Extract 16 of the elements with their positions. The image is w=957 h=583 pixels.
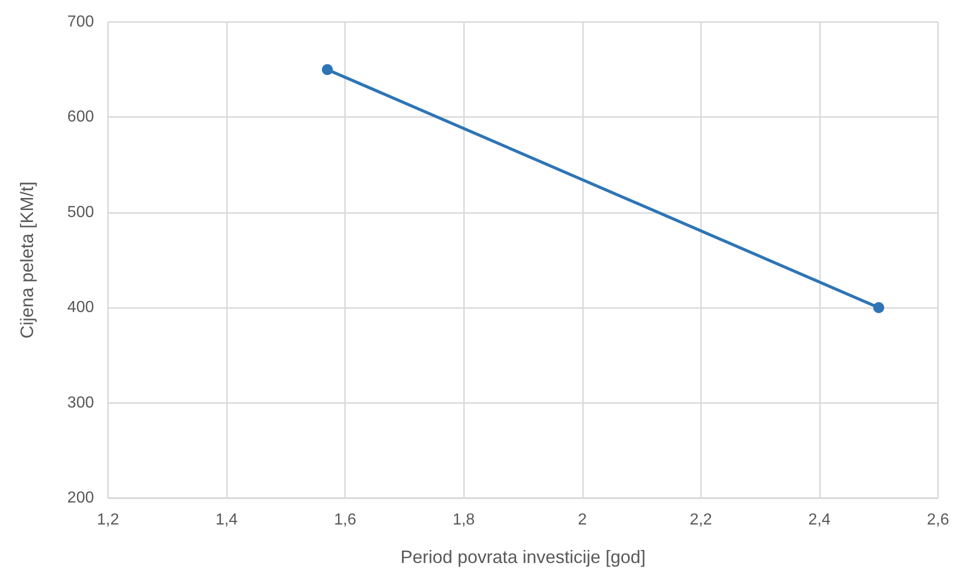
x-tick-label: 1,2: [96, 512, 120, 528]
x-tick-label: 1,8: [452, 512, 475, 528]
x-tick-label: 1,4: [215, 512, 238, 528]
y-tick-label: 600: [67, 108, 94, 126]
y-tick-label: 400: [67, 299, 94, 316]
y-tick-label: 700: [67, 14, 94, 30]
x-axis-title: Period povrata investicije [god]: [400, 547, 646, 567]
x-tick-label: 2,6: [926, 512, 950, 528]
y-tick-label: 200: [67, 490, 94, 506]
x-tick-label: 2,4: [808, 512, 831, 528]
y-tick-label: 500: [67, 204, 94, 221]
x-tick-label: 2: [578, 512, 587, 528]
x-tick-label: 2,2: [690, 512, 712, 528]
y-axis-title: Cijena peleta [KM/t]: [17, 181, 37, 339]
x-tick-label: 1,6: [334, 512, 356, 528]
y-tick-label: 300: [67, 394, 94, 412]
